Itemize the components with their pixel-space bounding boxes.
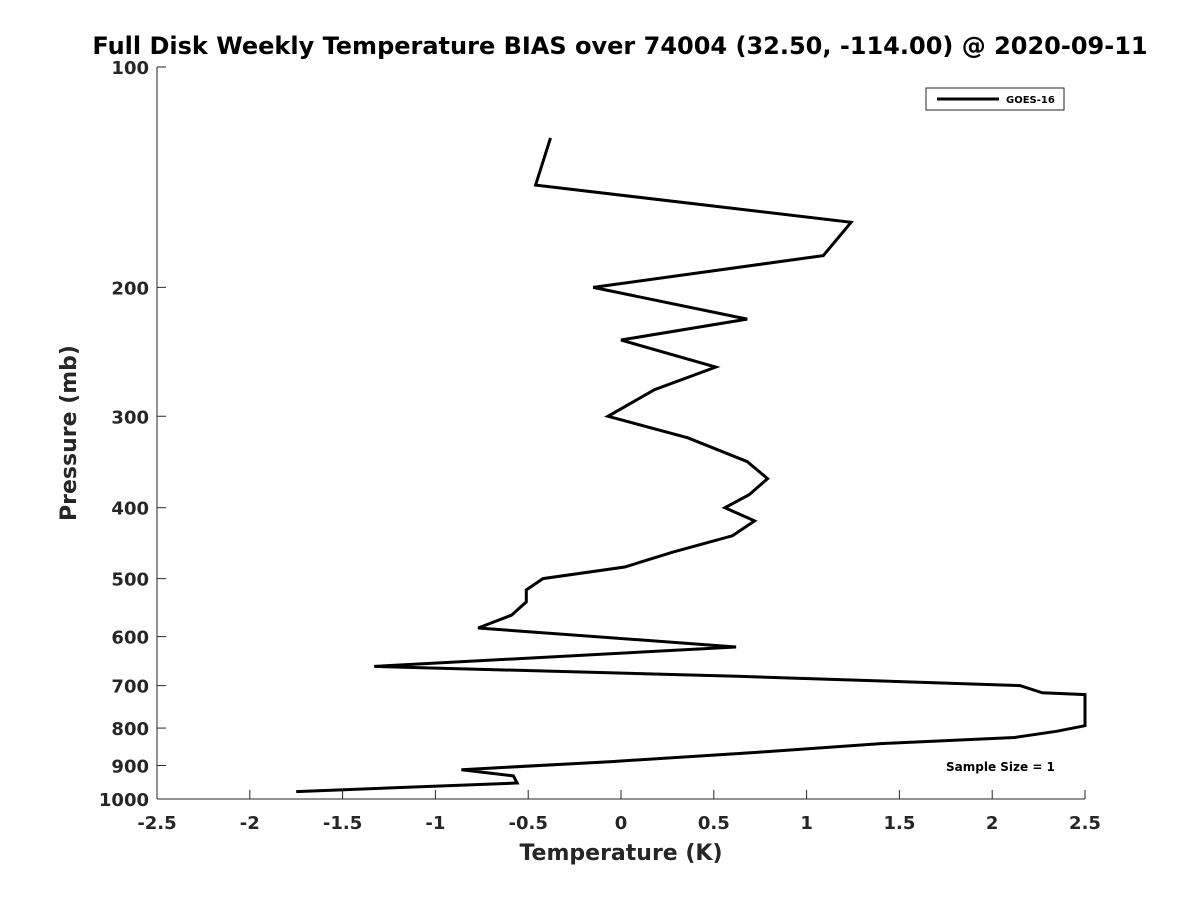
x-tick-label: -1.5 (323, 813, 362, 834)
series-line-goes-16 (296, 137, 1087, 794)
legend: GOES-16 (925, 87, 1065, 111)
x-tick-label: 0.5 (698, 813, 730, 834)
y-tick-label: 600 (111, 628, 149, 649)
x-tick-label: 1 (800, 813, 813, 834)
y-tick-label: 800 (111, 719, 149, 740)
y-tick-label: 500 (111, 570, 149, 591)
y-tick-label: 700 (111, 677, 149, 698)
legend-label-goes-16: GOES-16 (1006, 95, 1055, 106)
sample-size-annotation: Sample Size = 1 (946, 760, 1055, 774)
y-axis-ticks: 100 200 300 400 500 600 700 800 900 1000 (99, 58, 166, 811)
x-tick-label: 2.5 (1069, 813, 1101, 834)
x-tick-label: 1.5 (883, 813, 915, 834)
y-tick-label: 1000 (99, 790, 149, 811)
x-tick-label: -2.5 (137, 813, 176, 834)
x-axis-label: Temperature (K) (519, 841, 722, 866)
y-axis-label: Pressure (mb) (57, 345, 82, 521)
x-tick-label: -1 (425, 813, 445, 834)
x-tick-label: -0.5 (509, 813, 548, 834)
y-tick-label: 100 (111, 58, 149, 79)
chart-title: Full Disk Weekly Temperature BIAS over 7… (92, 32, 1147, 60)
y-tick-label: 300 (111, 407, 149, 428)
x-tick-label: 0 (615, 813, 628, 834)
x-tick-label: 2 (986, 813, 999, 834)
x-axis-ticks: -2.5 -2 -1.5 -1 -0.5 0 0.5 1 1.5 2 2.5 (137, 790, 1101, 834)
x-tick-label: -2 (240, 813, 260, 834)
y-tick-label: 400 (111, 499, 149, 520)
y-tick-label: 200 (111, 278, 149, 299)
y-tick-label: 900 (111, 757, 149, 778)
